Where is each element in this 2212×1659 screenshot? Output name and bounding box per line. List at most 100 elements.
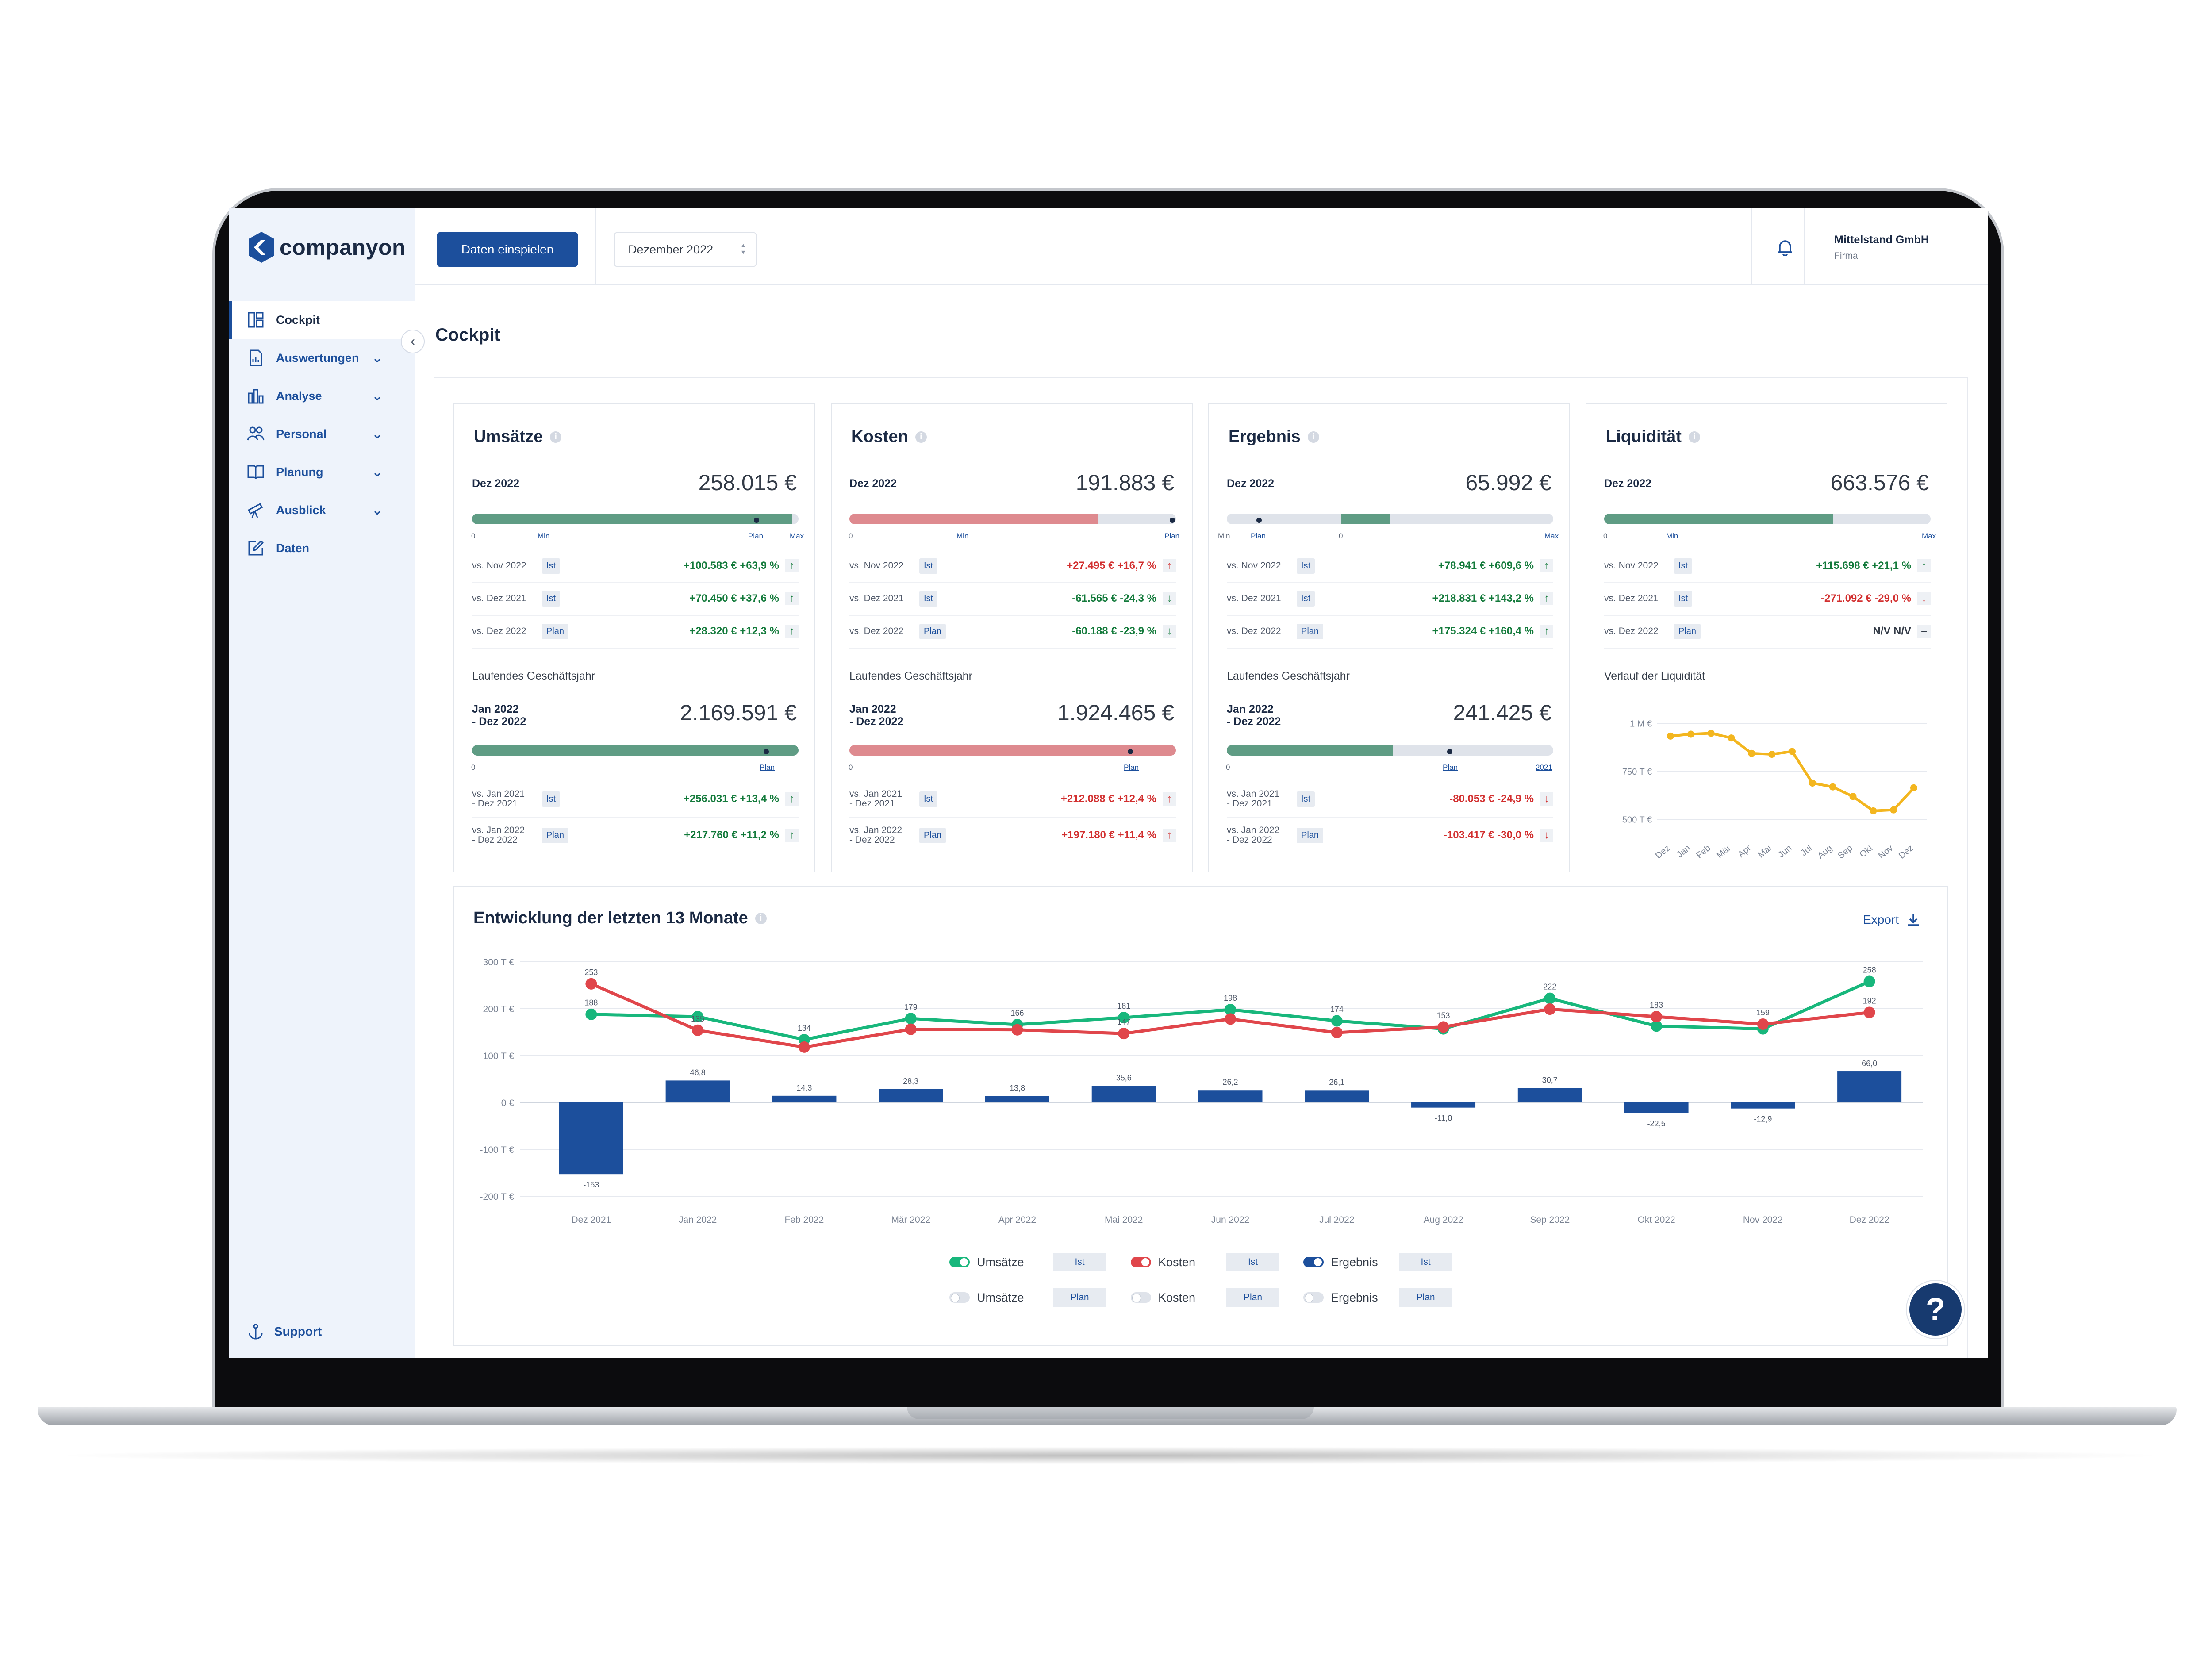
comparison-row: vs. Jan 2021- Dez 2021 Ist +256.031 € +13… xyxy=(472,781,799,818)
liquidity-point xyxy=(1728,734,1735,742)
series-point-Kosten xyxy=(1437,1021,1449,1033)
sidebar-item-label: Daten xyxy=(276,541,310,555)
arrow-down-icon: ↓ xyxy=(1540,829,1553,842)
comparison-row: vs. Jan 2022- Dez 2022 Plan +197.180 € +1… xyxy=(849,818,1176,853)
legend-kosten-plan[interactable]: Kosten Plan xyxy=(1131,1288,1280,1307)
period-label: Dez 2022 xyxy=(849,477,897,490)
sidebar-item-personal[interactable]: Personal ⌄ xyxy=(229,415,415,453)
kpi-value: 663.576 € xyxy=(1830,470,1929,495)
sidebar-item-cockpit[interactable]: Cockpit xyxy=(229,301,415,339)
ytd-period: Jan 2022- Dez 2022 xyxy=(849,703,904,728)
series-point-Umsätze xyxy=(585,1008,597,1020)
liquidity-point xyxy=(1789,748,1796,755)
legend-ergebnis-plan[interactable]: Ergebnis Plan xyxy=(1303,1288,1452,1307)
ergebnis-bar xyxy=(1091,1086,1156,1102)
ergebnis-bar xyxy=(559,1102,623,1175)
bell-icon[interactable] xyxy=(1775,238,1795,257)
x-tick-label: Jun 2022 xyxy=(1211,1215,1249,1225)
legend-umsaetze-plan[interactable]: Umsätze Plan xyxy=(949,1288,1106,1307)
sidebar-item-daten[interactable]: Daten xyxy=(229,529,415,567)
ergebnis-bar xyxy=(985,1096,1049,1102)
logo[interactable]: companyon xyxy=(248,231,406,264)
kpi-card-liquiditaet: Liquidität i Dez 2022 663.576 € 0 Min Max… xyxy=(1586,403,1947,872)
ergebnis-bar xyxy=(1837,1071,1902,1102)
sidebar-item-planung[interactable]: Planung ⌄ xyxy=(229,453,415,491)
point-value-label: 179 xyxy=(904,1002,918,1011)
sidebar-item-ausblick[interactable]: Ausblick ⌄ xyxy=(229,491,415,529)
bar-chart-icon xyxy=(248,389,264,404)
support-link[interactable]: Support xyxy=(247,1323,322,1340)
x-tick-label: Okt xyxy=(1858,843,1875,860)
x-tick-label: Jul xyxy=(1799,843,1814,858)
export-button[interactable]: Export xyxy=(1863,912,1921,927)
info-icon[interactable]: i xyxy=(1307,431,1319,443)
x-tick-label: Mär 2022 xyxy=(891,1215,930,1225)
ytd-value: 1.924.465 € xyxy=(1057,700,1174,725)
tick-label: Plan xyxy=(1251,532,1266,540)
development-combo-chart: 300 T € 200 T € 100 T € 0 € -100 T € -200 T €… xyxy=(480,957,1923,1225)
info-icon[interactable]: i xyxy=(755,912,767,924)
toggle-switch[interactable] xyxy=(1131,1292,1151,1303)
ytd-period: Jan 2022- Dez 2022 xyxy=(1227,703,1281,728)
liquidity-point xyxy=(1748,749,1755,757)
toggle-switch[interactable] xyxy=(1303,1257,1324,1267)
import-data-button[interactable]: Daten einspielen xyxy=(437,232,578,267)
sidebar-item-auswertungen[interactable]: Auswertungen ⌄ xyxy=(229,339,415,377)
series-point-Kosten xyxy=(1011,1024,1023,1036)
comparison-row: vs. Nov 2022 Ist +78.941 € +609,6 % ↑ xyxy=(1227,549,1553,583)
x-tick-label: Jul 2022 xyxy=(1319,1215,1354,1225)
x-tick-label: Feb xyxy=(1694,843,1713,860)
info-icon[interactable]: i xyxy=(915,431,927,443)
sort-icon: ▴ ▾ xyxy=(741,242,745,256)
point-value-label: 159 xyxy=(1756,1008,1770,1017)
toggle-switch[interactable] xyxy=(949,1257,970,1267)
sidebar-item-label: Planung xyxy=(276,465,323,479)
tick-label: Min xyxy=(1218,532,1230,540)
ergebnis-bar xyxy=(1411,1102,1476,1108)
book-icon xyxy=(247,465,264,480)
ytd-value: 241.425 € xyxy=(1453,700,1551,725)
section-title: Laufendes Geschäftsjahr xyxy=(472,670,595,682)
liquidity-point xyxy=(1667,732,1674,740)
y-tick-label: 500 T € xyxy=(1622,815,1652,825)
legend-umsaetze-ist[interactable]: Umsätze Ist xyxy=(949,1253,1106,1271)
comparison-row: vs. Jan 2022- Dez 2022 Plan +217.760 € +1… xyxy=(472,818,799,853)
period-select[interactable]: Dezember 2022 ▴ ▾ xyxy=(614,232,757,267)
series-point-Kosten xyxy=(1757,1018,1769,1030)
toggle-switch[interactable] xyxy=(949,1292,970,1303)
point-value-label: 181 xyxy=(1117,1002,1130,1010)
liquidity-point xyxy=(1687,730,1694,738)
info-icon[interactable]: i xyxy=(1688,431,1700,443)
sidebar-collapse-button[interactable]: ‹ xyxy=(401,330,425,353)
x-tick-label: Dez xyxy=(1897,843,1915,860)
bar-value-label: 66,0 xyxy=(1862,1059,1877,1068)
telescope-icon xyxy=(248,503,263,518)
dash-icon: – xyxy=(1917,625,1931,638)
toggle-switch[interactable] xyxy=(1303,1292,1324,1303)
sidebar-item-analyse[interactable]: Analyse ⌄ xyxy=(229,377,415,415)
bar-value-label: 26,2 xyxy=(1222,1078,1238,1087)
point-value-label: 183 xyxy=(1650,1001,1663,1010)
top-bar: Daten einspielen Dezember 2022 ▴ ▾ Mittel… xyxy=(415,208,1988,285)
point-value-label: 153 xyxy=(1437,1011,1450,1020)
legend-ergebnis-ist[interactable]: Ergebnis Ist xyxy=(1303,1253,1452,1271)
tick-label: Min xyxy=(1666,532,1678,540)
toggle-switch[interactable] xyxy=(1131,1257,1151,1267)
comparison-row: vs. Dez 2021 Ist +70.450 € +37,6 % ↑ xyxy=(472,582,799,616)
arrow-up-icon: ↑ xyxy=(1163,829,1176,842)
x-tick-label: Apr 2022 xyxy=(998,1215,1036,1225)
series-point-Umsätze xyxy=(1544,992,1556,1004)
tick-label: Plan xyxy=(748,532,764,540)
series-point-Umsätze xyxy=(1331,1015,1343,1027)
y-tick-label: 1 M € xyxy=(1630,719,1652,729)
help-button[interactable]: ? xyxy=(1907,1281,1964,1338)
liquidity-point xyxy=(1707,730,1715,737)
legend-kosten-ist[interactable]: Kosten Ist xyxy=(1131,1253,1280,1271)
plan-marker xyxy=(1128,749,1133,754)
info-icon[interactable]: i xyxy=(550,431,562,443)
point-value-label: 253 xyxy=(584,968,598,977)
report-icon xyxy=(250,349,262,366)
company-switcher[interactable]: Mittelstand GmbH Firma xyxy=(1834,234,1929,261)
tick-label: Max xyxy=(1922,532,1936,540)
kpi-card-kosten: Kosten i Dez 2022 191.883 € 0 Min Plan vs… xyxy=(831,403,1193,872)
